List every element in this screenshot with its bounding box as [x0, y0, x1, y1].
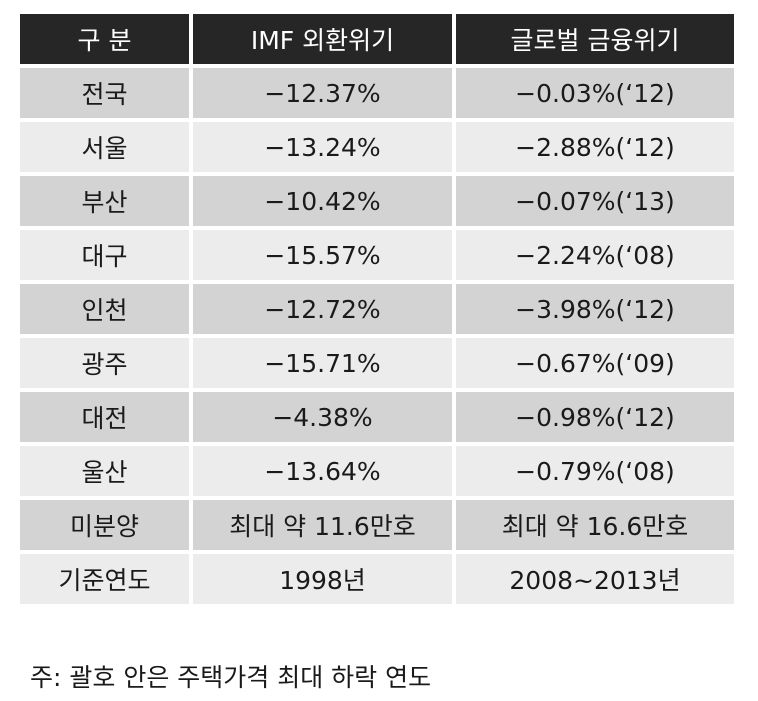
- imf-value: −10.42%: [193, 176, 452, 226]
- imf-value: 1998년: [193, 554, 452, 604]
- imf-value: −12.72%: [193, 284, 452, 334]
- row-label: 서울: [20, 122, 189, 172]
- table-row: 전국 −12.37% −0.03%(‘12): [20, 68, 734, 118]
- table-row: 울산 −13.64% −0.79%(‘08): [20, 446, 734, 496]
- header-category: 구 분: [20, 14, 189, 64]
- row-label: 부산: [20, 176, 189, 226]
- table-header-row: 구 분 IMF 외환위기 글로벌 금융위기: [20, 14, 734, 64]
- table-row: 서울 −13.24% −2.88%(‘12): [20, 122, 734, 172]
- global-value: −0.67%(‘09): [456, 338, 734, 388]
- imf-value: −13.64%: [193, 446, 452, 496]
- row-label: 광주: [20, 338, 189, 388]
- imf-value: 최대 약 11.6만호: [193, 500, 452, 550]
- global-value: −2.24%(‘08): [456, 230, 734, 280]
- header-imf-crisis: IMF 외환위기: [193, 14, 452, 64]
- global-value: −0.98%(‘12): [456, 392, 734, 442]
- row-label: 울산: [20, 446, 189, 496]
- imf-value: −12.37%: [193, 68, 452, 118]
- row-label: 인천: [20, 284, 189, 334]
- global-value: −0.07%(‘13): [456, 176, 734, 226]
- table-row: 부산 −10.42% −0.07%(‘13): [20, 176, 734, 226]
- table-row: 미분양 최대 약 11.6만호 최대 약 16.6만호: [20, 500, 734, 550]
- table-footnote: 주: 괄호 안은 주택가격 최대 하락 연도: [30, 663, 432, 692]
- header-global-crisis: 글로벌 금융위기: [456, 14, 734, 64]
- table-row: 대전 −4.38% −0.98%(‘12): [20, 392, 734, 442]
- global-value: −0.03%(‘12): [456, 68, 734, 118]
- table-row: 광주 −15.71% −0.67%(‘09): [20, 338, 734, 388]
- table-row: 인천 −12.72% −3.98%(‘12): [20, 284, 734, 334]
- table-row: 기준연도 1998년 2008~2013년: [20, 554, 734, 604]
- imf-value: −15.71%: [193, 338, 452, 388]
- row-label: 기준연도: [20, 554, 189, 604]
- imf-value: −13.24%: [193, 122, 452, 172]
- row-label: 전국: [20, 68, 189, 118]
- global-value: −2.88%(‘12): [456, 122, 734, 172]
- row-label: 대구: [20, 230, 189, 280]
- row-label: 미분양: [20, 500, 189, 550]
- global-value: −3.98%(‘12): [456, 284, 734, 334]
- imf-value: −4.38%: [193, 392, 452, 442]
- table-row: 대구 −15.57% −2.24%(‘08): [20, 230, 734, 280]
- global-value: 최대 약 16.6만호: [456, 500, 734, 550]
- row-label: 대전: [20, 392, 189, 442]
- comparison-table: 구 분 IMF 외환위기 글로벌 금융위기 전국 −12.37% −0.03%(…: [20, 14, 734, 608]
- global-value: −0.79%(‘08): [456, 446, 734, 496]
- imf-value: −15.57%: [193, 230, 452, 280]
- global-value: 2008~2013년: [456, 554, 734, 604]
